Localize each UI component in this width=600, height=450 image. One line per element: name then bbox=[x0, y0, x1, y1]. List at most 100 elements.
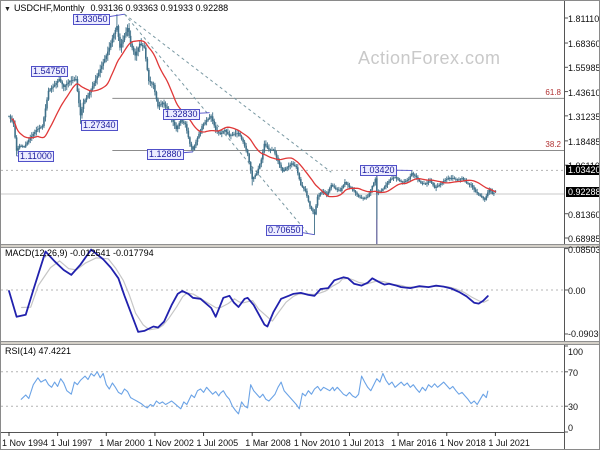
candle-body bbox=[211, 116, 214, 121]
candle-body bbox=[120, 43, 123, 48]
candle-body bbox=[65, 83, 68, 86]
candle-body bbox=[312, 209, 314, 212]
candle-body bbox=[386, 183, 389, 185]
candle-body bbox=[445, 179, 448, 181]
candle-body bbox=[234, 133, 237, 135]
candle-body bbox=[47, 90, 50, 100]
candle-body bbox=[184, 122, 187, 125]
candle-body bbox=[152, 83, 155, 85]
candle-body bbox=[87, 95, 89, 98]
candle-body bbox=[401, 181, 404, 183]
candle-body bbox=[268, 147, 270, 150]
candle-body bbox=[429, 180, 431, 182]
candle-body bbox=[137, 47, 139, 52]
candle-body bbox=[26, 142, 29, 145]
candle-body bbox=[333, 186, 336, 188]
candle-body bbox=[140, 43, 143, 46]
candle-body bbox=[298, 173, 301, 180]
candle-body bbox=[441, 182, 443, 184]
candle-body bbox=[310, 206, 313, 210]
panel-separator-macd[interactable] bbox=[1, 244, 599, 248]
candle-body bbox=[265, 143, 267, 146]
candle-body bbox=[160, 103, 162, 106]
candle-body bbox=[11, 118, 13, 122]
candle-body bbox=[480, 195, 483, 198]
candle-body bbox=[108, 47, 111, 52]
candle-body bbox=[24, 144, 27, 147]
candle-body bbox=[383, 186, 386, 189]
candle-body bbox=[259, 164, 261, 169]
candle-body bbox=[135, 51, 138, 56]
candle-body bbox=[20, 145, 22, 147]
candle-body bbox=[350, 186, 352, 189]
candle-body bbox=[452, 178, 454, 179]
candle-body bbox=[119, 36, 121, 48]
candle-body bbox=[385, 184, 387, 187]
candle-body bbox=[113, 33, 115, 39]
candle-body bbox=[85, 97, 88, 101]
candle-body bbox=[376, 178, 378, 194]
candle-body bbox=[70, 80, 73, 82]
candle-body bbox=[41, 126, 44, 128]
candle-body bbox=[99, 69, 101, 73]
candle-body bbox=[453, 178, 456, 179]
candle-body bbox=[471, 184, 474, 188]
macd-line bbox=[8, 248, 489, 333]
candle-body bbox=[221, 132, 223, 134]
candle-body bbox=[283, 169, 285, 172]
candle-body bbox=[389, 179, 392, 182]
candle-body bbox=[485, 196, 488, 200]
candle-body bbox=[262, 151, 264, 160]
candle-body bbox=[157, 99, 159, 107]
candle-body bbox=[363, 198, 366, 199]
candle-body bbox=[331, 184, 334, 187]
panel-separator-rsi[interactable] bbox=[1, 341, 599, 345]
candle-body bbox=[91, 86, 94, 90]
candle-body bbox=[59, 79, 62, 82]
swing-label-connector bbox=[183, 112, 210, 115]
candle-body bbox=[398, 179, 401, 182]
candle-body bbox=[29, 137, 32, 141]
candle-body bbox=[275, 153, 278, 158]
candle-body bbox=[141, 45, 144, 47]
candle-body bbox=[122, 39, 124, 44]
candle-body bbox=[227, 132, 229, 134]
candle-body bbox=[257, 168, 260, 174]
candle-body bbox=[176, 126, 179, 130]
candle-body bbox=[143, 46, 146, 48]
candle-body bbox=[450, 178, 453, 179]
candle-body bbox=[347, 183, 349, 186]
candle-body bbox=[111, 38, 114, 44]
candle-body bbox=[138, 43, 141, 48]
candle-body bbox=[231, 134, 234, 136]
candle-body bbox=[438, 184, 440, 186]
candle-body bbox=[146, 58, 149, 70]
candle-body bbox=[483, 198, 486, 200]
candle-body bbox=[309, 201, 311, 207]
candle-body bbox=[166, 106, 168, 109]
candle-body bbox=[21, 146, 24, 147]
candle-body bbox=[202, 124, 205, 127]
candle-body bbox=[400, 181, 402, 182]
candle-body bbox=[170, 115, 173, 119]
candle-body bbox=[43, 117, 45, 127]
candle-body bbox=[318, 194, 320, 197]
candle-body bbox=[418, 179, 421, 182]
candle-body bbox=[395, 177, 398, 179]
candle-body bbox=[44, 108, 47, 118]
candle-body bbox=[107, 51, 109, 56]
candle-body bbox=[154, 84, 156, 93]
macd-signal-line bbox=[21, 257, 489, 331]
candle-body bbox=[129, 35, 132, 44]
candle-body bbox=[237, 132, 240, 134]
candle-body bbox=[435, 186, 437, 188]
candle-body bbox=[224, 130, 226, 132]
rsi-line bbox=[20, 371, 489, 415]
candle-body bbox=[444, 180, 447, 182]
candle-body bbox=[151, 82, 153, 84]
candle-body bbox=[228, 133, 231, 136]
candle-body bbox=[467, 183, 469, 184]
candle-body bbox=[61, 81, 63, 85]
